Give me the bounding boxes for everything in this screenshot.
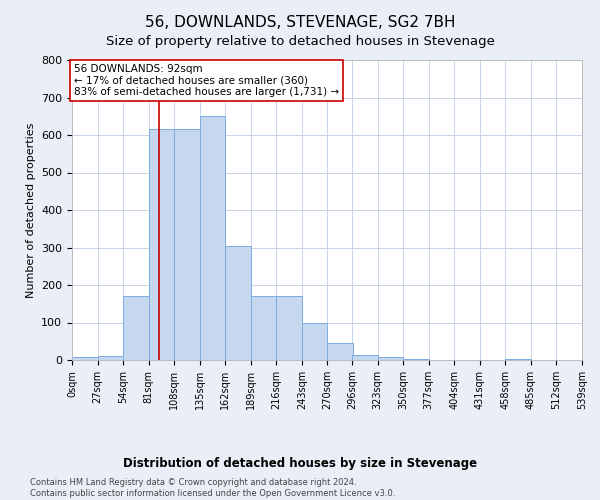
Bar (123, 296, 149, 360)
Bar (149, 128, 174, 360)
Bar (352, 355, 377, 360)
Bar (225, 246, 251, 360)
Bar (302, 322, 328, 360)
Bar (72, 358, 98, 360)
Bar (505, 358, 531, 360)
Text: 56 DOWNLANDS: 92sqm
← 17% of detached houses are smaller (360)
83% of semi-detac: 56 DOWNLANDS: 92sqm ← 17% of detached ho… (74, 64, 339, 97)
Y-axis label: Number of detached properties: Number of detached properties (26, 122, 35, 298)
Bar (277, 296, 302, 360)
Bar (200, 116, 225, 360)
Bar (98, 356, 123, 360)
Text: Contains HM Land Registry data © Crown copyright and database right 2024.
Contai: Contains HM Land Registry data © Crown c… (30, 478, 395, 498)
Text: Size of property relative to detached houses in Stevenage: Size of property relative to detached ho… (106, 35, 494, 48)
Bar (403, 358, 429, 360)
Text: Distribution of detached houses by size in Stevenage: Distribution of detached houses by size … (123, 458, 477, 470)
Bar (251, 296, 277, 360)
Text: 56, DOWNLANDS, STEVENAGE, SG2 7BH: 56, DOWNLANDS, STEVENAGE, SG2 7BH (145, 15, 455, 30)
Bar (377, 358, 403, 360)
Bar (328, 343, 353, 360)
Bar (174, 128, 200, 360)
